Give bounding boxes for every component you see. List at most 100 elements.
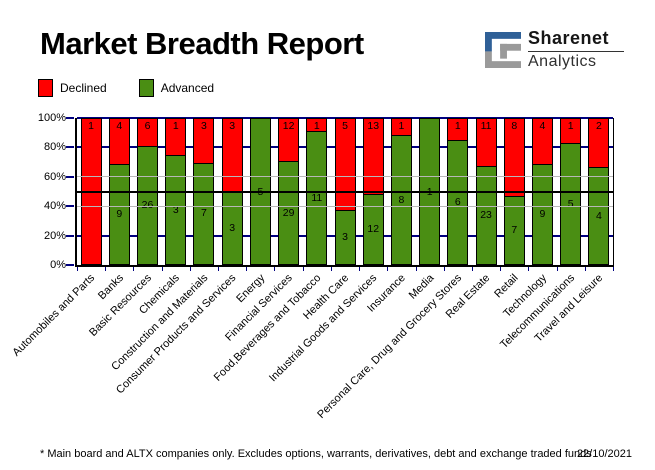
bar-value-advanced: 7: [511, 224, 518, 237]
bar-value-declined: 12: [282, 120, 295, 132]
legend-advanced-label: Advanced: [160, 81, 215, 95]
plot-area: 1942663173335291211135121381161231178945…: [75, 117, 614, 271]
x-axis-tick: [161, 267, 163, 271]
bar-value-declined: 8: [511, 120, 518, 132]
bar-value-advanced: 4: [595, 209, 602, 222]
x-axis-tick: [471, 267, 473, 271]
logo-line2: Analytics: [528, 53, 597, 70]
x-axis-tick: [500, 267, 502, 271]
bar-segment-advanced: [166, 155, 186, 264]
y-axis-label-0: 0%: [50, 259, 66, 271]
x-axis-tick: [302, 267, 304, 271]
bar-segment-advanced: [504, 196, 524, 264]
logo-line1: Sharenet: [528, 28, 624, 52]
legend-item-declined: Declined: [38, 79, 139, 97]
logo-wordmark: Sharenet Analytics: [528, 28, 624, 71]
footnote: * Main board and ALTX companies only. Ex…: [40, 448, 592, 460]
bar-value-advanced: 23: [480, 208, 492, 221]
y-axis-tick: [66, 234, 74, 237]
legend-declined-label: Declined: [60, 81, 107, 95]
bar-segment-advanced: [561, 143, 581, 264]
bar-segment-advanced: [138, 146, 158, 264]
legend-item-advanced: Advanced: [138, 79, 246, 97]
bar-segment-advanced: [279, 161, 299, 264]
legend: Declined Advanced: [38, 79, 246, 97]
y-axis-tick: [66, 205, 74, 208]
bar-value-advanced: 7: [201, 207, 207, 220]
bar-segment-advanced: [391, 135, 411, 264]
x-axis-tick: [359, 267, 361, 271]
bar-value-advanced: 12: [367, 223, 380, 236]
bar-segment-advanced: [448, 139, 468, 264]
midline-50: [77, 190, 613, 193]
x-axis-tick: [556, 267, 558, 271]
bar-value-declined: 1: [313, 120, 320, 132]
bar-value-advanced: 8: [398, 193, 405, 206]
bar-value-declined: 1: [172, 120, 179, 132]
bar-segment-advanced: [194, 162, 214, 264]
x-axis-tick: [274, 267, 276, 271]
x-axis-tick: [528, 267, 530, 271]
bar-value-advanced: 26: [138, 200, 157, 211]
x-axis-tick: [189, 267, 191, 271]
report-date: 22/10/2021: [576, 448, 632, 460]
x-axis-tick: [443, 267, 445, 271]
bar-value-declined: 13: [367, 120, 380, 132]
bar-value-advanced: 5: [567, 197, 574, 210]
x-axis-tick: [133, 267, 135, 271]
bar-value-declined: 5: [342, 120, 348, 132]
bar-value-declined: 3: [229, 120, 236, 132]
bar-value-advanced: 9: [539, 207, 546, 220]
y-axis-tick: [66, 146, 74, 149]
bar-value-declined: 3: [201, 120, 207, 132]
bar-value-declined: 11: [480, 120, 492, 132]
bar-value-declined: 4: [116, 120, 123, 132]
x-axis-tick: [613, 267, 614, 271]
bar-value-advanced: 6: [454, 195, 461, 208]
x-axis-tick: [218, 267, 220, 271]
bar-value-advanced: 29: [282, 206, 295, 219]
x-axis-tick: [387, 267, 389, 271]
gridline-gray-60: [77, 176, 613, 178]
bar-value-advanced: 3: [172, 203, 179, 216]
y-axis-label-40: 40%: [43, 200, 66, 213]
y-axis-label-60: 60%: [43, 170, 66, 183]
bar-value-advanced: 9: [116, 207, 123, 220]
y-axis-tick: [66, 175, 74, 178]
bar-value-advanced: 3: [342, 230, 348, 243]
y-axis-label-80: 80%: [43, 141, 66, 154]
declined-swatch-icon: [38, 79, 53, 97]
bar-value-declined: 2: [595, 120, 602, 132]
bar-segment-advanced: [109, 163, 129, 264]
bar-value-declined: 1: [88, 120, 95, 132]
bar-segment-advanced: [476, 165, 496, 264]
bar-value-declined: 4: [539, 120, 546, 132]
bar-value-advanced: 3: [229, 221, 236, 234]
bar-value-declined: 1: [398, 120, 405, 132]
bar-value-declined: 1: [454, 120, 461, 132]
x-axis-tick: [584, 267, 586, 271]
x-axis-tick: [105, 267, 107, 271]
x-axis-tick: [77, 267, 78, 271]
sharenet-logo: Sharenet Analytics: [485, 28, 624, 71]
y-axis-tick: [66, 264, 74, 266]
bar-value-advanced: 11: [311, 191, 323, 204]
bar-segment-advanced: [363, 194, 383, 264]
bar-industrial-goods-and-services: 12 13: [362, 118, 384, 265]
x-axis-tick: [246, 267, 248, 271]
page-title: Market Breadth Report: [40, 26, 364, 61]
sharenet-s-icon: [485, 31, 521, 68]
gridline-gray-40: [77, 205, 613, 207]
y-axis-label-100: 100%: [37, 112, 66, 124]
bar-segment-advanced: [532, 163, 552, 264]
x-axis-tick: [415, 267, 417, 271]
bar-value-declined: 6: [144, 120, 151, 132]
bar-segment-advanced: [335, 209, 355, 264]
x-axis-label-automobiles-and-parts: Automobiles and Parts: [10, 272, 98, 359]
x-axis-tick: [330, 267, 332, 271]
advanced-swatch-icon: [138, 79, 154, 97]
y-axis-tick: [66, 117, 74, 119]
bar-value-declined: 1: [567, 120, 574, 132]
y-axis-label-20: 20%: [43, 229, 66, 242]
